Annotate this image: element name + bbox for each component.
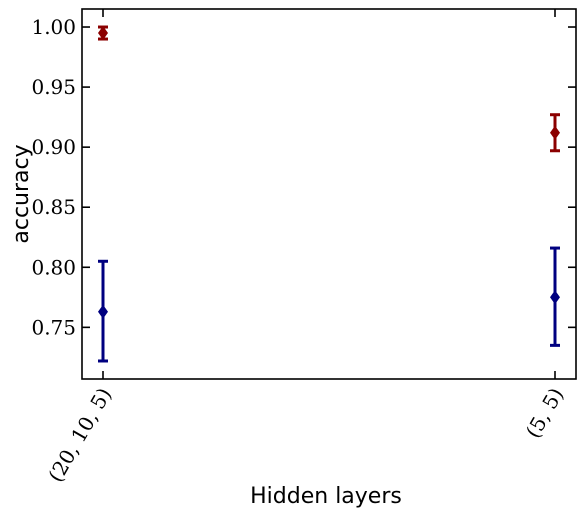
y-axis-ticks: 0.75 0.80 0.85 0.90 0.95 1.00 xyxy=(31,15,576,339)
plot-frame xyxy=(81,8,577,380)
y-axis-label: accuracy xyxy=(9,144,34,243)
y-tick-label: 0.90 xyxy=(31,135,76,159)
series-2 xyxy=(98,246,560,363)
data-series xyxy=(98,25,560,363)
y-tick-label: 0.80 xyxy=(31,255,76,279)
x-tick-label: (20, 10, 5) xyxy=(43,384,116,487)
data-point xyxy=(550,125,560,140)
y-tick-label: 0.95 xyxy=(31,75,76,99)
x-axis-label: Hidden layers xyxy=(250,484,402,509)
x-tick-label: (5, 5) xyxy=(521,384,569,443)
data-point xyxy=(550,290,560,305)
data-point xyxy=(98,304,108,319)
series-1 xyxy=(98,25,560,153)
data-point xyxy=(98,26,108,41)
y-tick-label: 0.75 xyxy=(31,315,76,339)
y-tick-label: 0.85 xyxy=(31,195,76,219)
x-axis-ticks: (20, 10, 5) (5, 5) xyxy=(43,9,568,486)
y-tick-label: 1.00 xyxy=(31,15,76,39)
